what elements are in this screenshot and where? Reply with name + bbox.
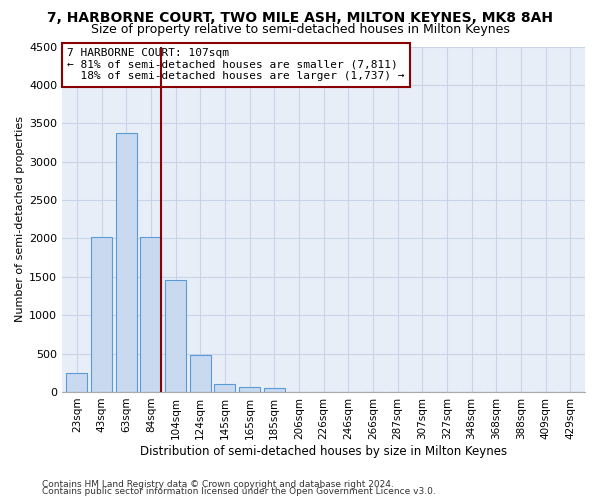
Text: 7, HARBORNE COURT, TWO MILE ASH, MILTON KEYNES, MK8 8AH: 7, HARBORNE COURT, TWO MILE ASH, MILTON … (47, 12, 553, 26)
Y-axis label: Number of semi-detached properties: Number of semi-detached properties (15, 116, 25, 322)
Bar (116, 133, 137, 392)
Text: Contains HM Land Registry data © Crown copyright and database right 2024.: Contains HM Land Registry data © Crown c… (42, 480, 394, 489)
Bar (165, 280, 186, 392)
Text: 7 HARBORNE COURT: 107sqm
← 81% of semi-detached houses are smaller (7,811)
  18%: 7 HARBORNE COURT: 107sqm ← 81% of semi-d… (67, 48, 405, 82)
Bar (214, 384, 235, 392)
Bar (264, 388, 285, 392)
Bar (67, 373, 88, 392)
X-axis label: Distribution of semi-detached houses by size in Milton Keynes: Distribution of semi-detached houses by … (140, 444, 507, 458)
Text: Contains public sector information licensed under the Open Government Licence v3: Contains public sector information licen… (42, 487, 436, 496)
Bar (140, 236, 161, 392)
Bar (91, 236, 112, 392)
Text: Size of property relative to semi-detached houses in Milton Keynes: Size of property relative to semi-detach… (91, 22, 509, 36)
Bar (239, 388, 260, 392)
Bar (190, 355, 211, 392)
